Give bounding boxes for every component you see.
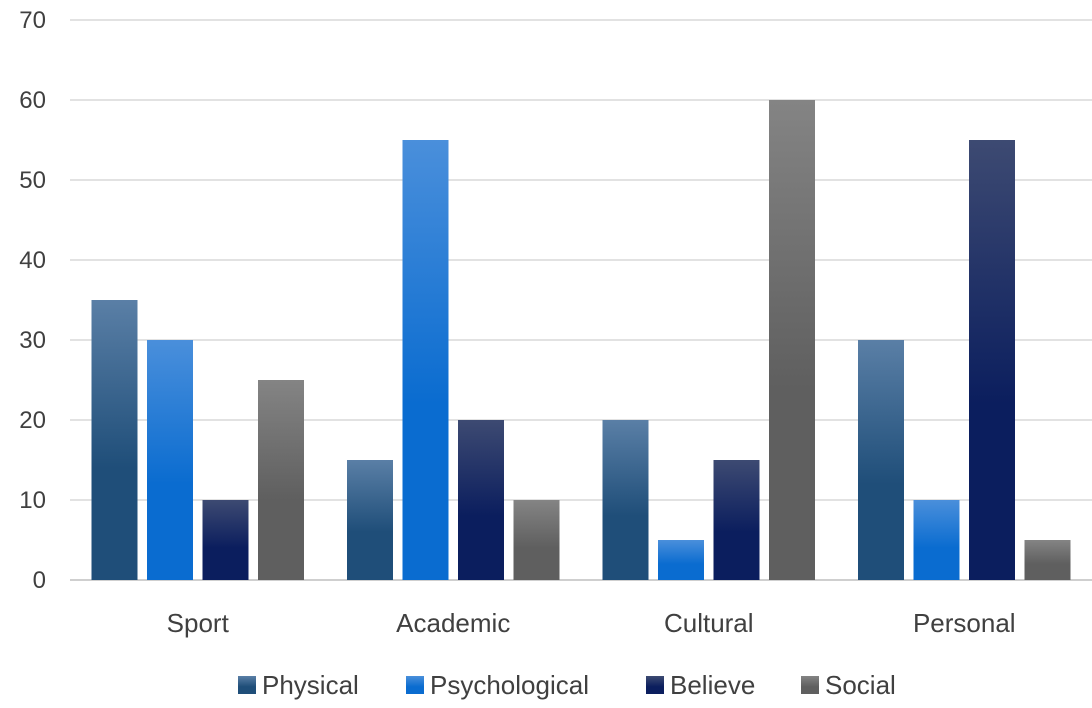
- legend-swatch-social: [801, 676, 819, 694]
- y-tick-label-30: 30: [19, 327, 46, 354]
- bars: [91, 100, 1071, 580]
- x-category-label-cultural: Cultural: [664, 608, 754, 638]
- bar-academic-believe: [458, 420, 504, 580]
- gridlines: [70, 19, 1092, 581]
- bar-sport-social: [258, 380, 304, 580]
- legend-label-physical: Physical: [262, 670, 359, 700]
- bar-academic-physical: [347, 460, 393, 580]
- legend-swatch-psychological: [406, 676, 424, 694]
- y-tick-label-50: 50: [19, 167, 46, 194]
- bar-academic-psychological: [402, 140, 449, 580]
- y-tick-label-20: 20: [19, 407, 46, 434]
- x-axis-categories: Sport Academic Cultural Personal: [167, 608, 1016, 638]
- legend-swatch-physical: [238, 676, 256, 694]
- x-category-label-personal: Personal: [913, 608, 1016, 638]
- y-axis-ticks: 0 10 20 30 40 50 60 70: [19, 7, 46, 594]
- bar-sport-psychological: [147, 340, 193, 580]
- bar-personal-believe: [969, 140, 1015, 580]
- y-tick-label-10: 10: [19, 487, 46, 514]
- y-tick-label-60: 60: [19, 87, 46, 114]
- x-category-label-academic: Academic: [396, 608, 510, 638]
- bar-cultural-physical: [602, 420, 649, 580]
- bar-sport-believe: [202, 500, 249, 580]
- bar-academic-social: [513, 500, 560, 580]
- bar-personal-physical: [858, 340, 904, 580]
- y-tick-label-70: 70: [19, 7, 46, 34]
- bar-cultural-social: [769, 100, 815, 580]
- bar-personal-social: [1024, 540, 1071, 580]
- legend-label-believe: Believe: [670, 670, 755, 700]
- x-category-label-sport: Sport: [167, 608, 230, 638]
- bar-cultural-psychological: [658, 540, 704, 580]
- bar-sport-physical: [91, 300, 138, 580]
- bar-personal-psychological: [913, 500, 960, 580]
- y-tick-label-0: 0: [33, 567, 46, 594]
- y-tick-label-40: 40: [19, 247, 46, 274]
- bar-cultural-believe: [713, 460, 760, 580]
- legend: Physical Psychological Believe Social: [238, 670, 896, 700]
- legend-label-social: Social: [825, 670, 896, 700]
- legend-label-psychological: Psychological: [430, 670, 589, 700]
- legend-swatch-believe: [646, 676, 664, 694]
